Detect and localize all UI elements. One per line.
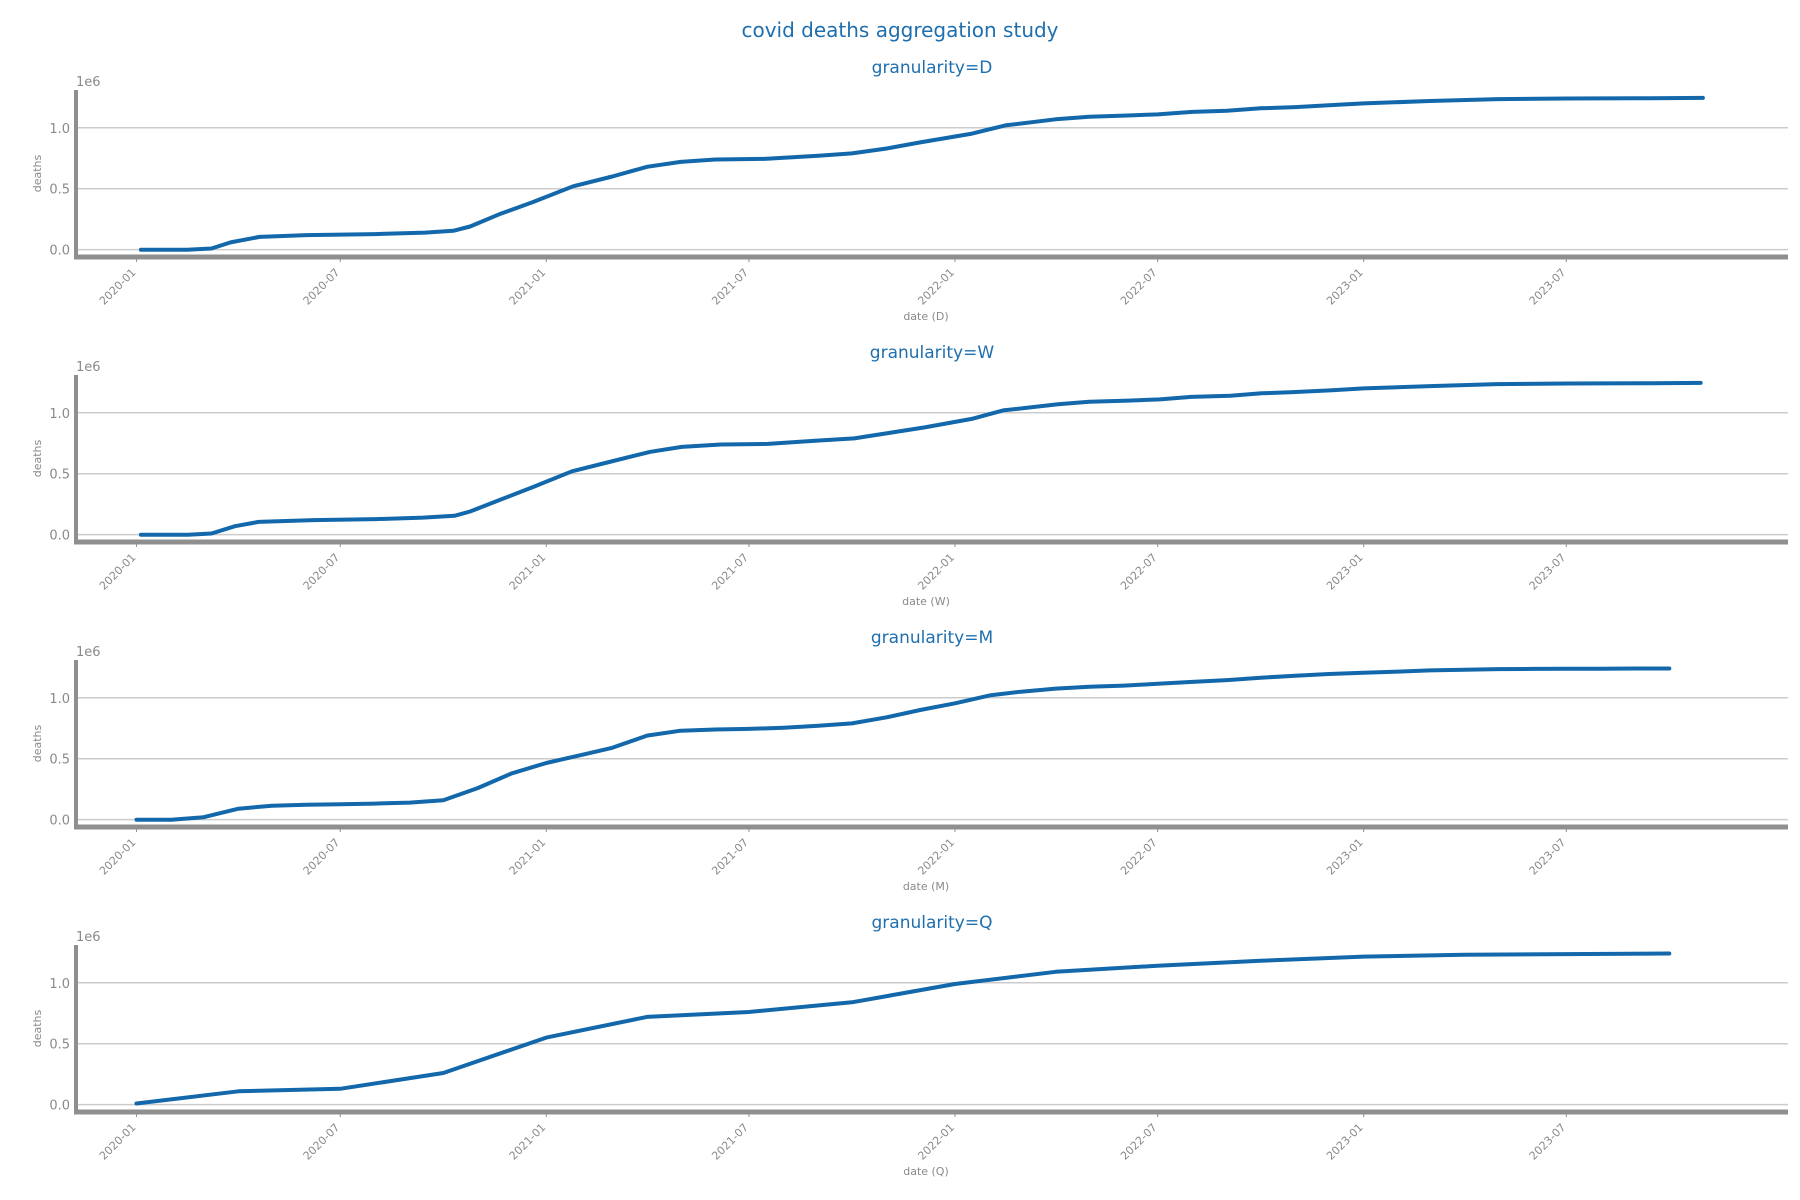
y-tick-label: 0.5 [49,1038,70,1053]
x-tick-label: 2020-07 [301,836,343,878]
figure-title: covid deaths aggregation study [741,18,1059,42]
x-tick-label: 2020-01 [97,551,139,593]
x-tick-label: 2023-07 [1527,836,1569,878]
y-offset-label: 1e6 [76,645,101,660]
x-tick-label: 2021-07 [709,1121,751,1163]
y-offset-label: 1e6 [76,75,101,90]
series-line [134,951,1672,1106]
x-tick-label: 2020-07 [301,1121,343,1163]
y-tick-label: 0.0 [49,529,70,544]
x-tick-label: 2020-01 [97,836,139,878]
x-tick-label: 2022-07 [1118,1121,1160,1163]
series-line [134,666,1672,822]
subplot-title: granularity=Q [872,913,993,933]
x-tick-label: 2023-07 [1527,551,1569,593]
x-tick-label: 2021-01 [507,266,549,308]
x-tick-label: 2021-01 [507,836,549,878]
x-tick-label: 2020-07 [301,266,343,308]
subplot-title: granularity=D [872,58,993,78]
x-tick-label: 2021-01 [507,551,549,593]
y-axis-label: deaths [31,439,44,477]
y-tick-label: 0.5 [49,183,70,198]
subplot-title: granularity=M [871,628,993,648]
series-line [138,95,1705,252]
y-tick-label: 1.0 [49,977,70,992]
x-tick-label: 2022-01 [915,1121,957,1163]
x-tick-label: 2022-01 [915,551,957,593]
x-axis-label: date (W) [902,595,950,608]
x-tick-label: 2022-01 [915,836,957,878]
x-tick-label: 2022-07 [1118,551,1160,593]
y-tick-label: 0.0 [49,1099,70,1114]
y-offset-label: 1e6 [76,360,101,375]
subplot-title: granularity=W [870,343,995,363]
x-tick-label: 2021-01 [507,1121,549,1163]
x-tick-label: 2023-01 [1324,551,1366,593]
y-axis-label: deaths [31,1009,44,1047]
x-tick-label: 2022-07 [1118,266,1160,308]
y-axis-label: deaths [31,724,44,762]
y-tick-label: 0.0 [49,244,70,259]
y-offset-label: 1e6 [76,930,101,945]
x-tick-label: 2021-07 [709,836,751,878]
y-axis-label: deaths [31,154,44,192]
x-axis-label: date (M) [903,880,949,893]
x-tick-label: 2022-07 [1118,836,1160,878]
x-tick-label: 2020-01 [97,1121,139,1163]
x-tick-label: 2023-01 [1324,836,1366,878]
y-tick-label: 1.0 [49,122,70,137]
x-tick-label: 2023-01 [1324,1121,1366,1163]
x-tick-label: 2021-07 [709,551,751,593]
y-tick-label: 1.0 [49,692,70,707]
x-tick-label: 2020-01 [97,266,139,308]
x-tick-label: 2023-07 [1527,1121,1569,1163]
x-tick-label: 2022-01 [915,266,957,308]
y-tick-label: 0.5 [49,468,70,483]
x-tick-label: 2020-07 [301,551,343,593]
x-axis-label: date (Q) [903,1165,949,1178]
x-tick-label: 2023-07 [1527,266,1569,308]
series-line [138,380,1703,537]
y-tick-label: 1.0 [49,407,70,422]
y-tick-label: 0.5 [49,753,70,768]
x-tick-label: 2023-01 [1324,266,1366,308]
y-tick-label: 0.0 [49,814,70,829]
x-axis-label: date (D) [903,310,948,323]
x-tick-label: 2021-07 [709,266,751,308]
